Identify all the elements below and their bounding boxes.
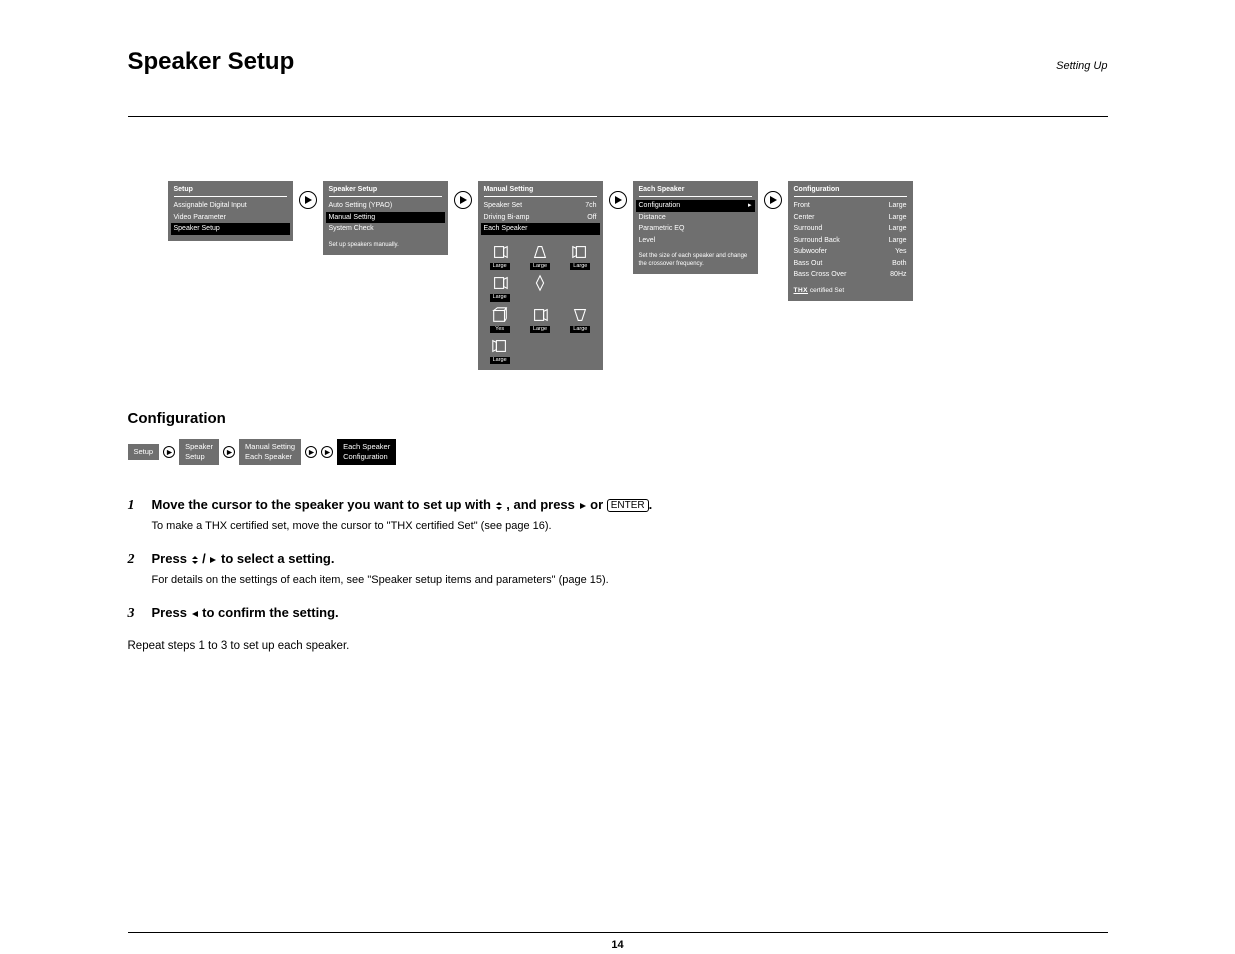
speaker-surround-back-left-icon: Large — [524, 306, 556, 333]
screen-each-speaker: Each Speaker Configuration▸ Distance Par… — [633, 181, 758, 274]
menu-row: Speaker Set7ch — [484, 200, 597, 211]
cursor-up-down-icon — [495, 496, 503, 516]
menu-row: Bass Cross Over80Hz — [794, 269, 907, 280]
section-heading: Configuration — [128, 410, 1108, 427]
breadcrumb-arrow-icon — [163, 446, 175, 458]
speaker-grid: Large Large Large Large Yes Large Large … — [484, 243, 597, 365]
menu-row: FrontLarge — [794, 200, 907, 211]
breadcrumb: Setup Speaker Setup Manual Setting Each … — [128, 439, 1108, 465]
cursor-right-icon — [209, 550, 217, 570]
flow-arrow-icon — [454, 191, 472, 209]
screen-title: Manual Setting — [484, 185, 597, 197]
screen-configuration: Configuration FrontLarge CenterLarge Sur… — [788, 181, 913, 301]
closing-text: Repeat steps 1 to 3 to set up each speak… — [128, 640, 1108, 652]
cursor-left-icon — [191, 604, 199, 624]
screen-footnote: Set the size of each speaker and change … — [639, 252, 752, 268]
step-lead: Move the cursor to the speaker you want … — [152, 495, 1108, 516]
menu-row: Level — [639, 235, 752, 246]
step-note: To make a THX certified set, move the cu… — [152, 518, 1108, 535]
menu-row-selected: Speaker Setup — [171, 223, 290, 234]
menu-row: Video Parameter — [174, 212, 287, 223]
screen-manual-setting: Manual Setting Speaker Set7ch Driving Bi… — [478, 181, 603, 370]
screen-speaker-setup: Speaker Setup Auto Setting (YPAO) Manual… — [323, 181, 448, 255]
step: 1 Move the cursor to the speaker you wan… — [128, 495, 1108, 535]
top-rule — [128, 116, 1108, 117]
step-number: 2 — [128, 549, 152, 589]
screen-title: Speaker Setup — [329, 185, 442, 197]
cursor-right-icon — [579, 496, 587, 516]
breadcrumb-chip: Manual Setting Each Speaker — [239, 439, 301, 465]
page-number: 14 — [128, 939, 1108, 951]
speaker-surround-right-icon — [564, 274, 596, 301]
breadcrumb-arrow-icon — [305, 446, 317, 458]
bottom-rule — [128, 932, 1108, 933]
step-lead: Press / to select a setting. — [152, 549, 1108, 570]
flow-arrow-icon — [764, 191, 782, 209]
screen-title: Each Speaker — [639, 185, 752, 197]
breadcrumb-arrow-icon — [223, 446, 235, 458]
breadcrumb-chip: Setup — [128, 444, 160, 460]
step: 3 Press to confirm the setting. — [128, 603, 1108, 626]
page-subtitle: Setting Up — [1056, 60, 1107, 72]
menu-row-selected: Each Speaker — [481, 223, 600, 234]
menu-row: SurroundLarge — [794, 223, 907, 234]
screen-flow: Setup Assignable Digital Input Video Par… — [168, 181, 1108, 370]
enter-button: ENTER — [607, 499, 649, 512]
flow-arrow-icon — [299, 191, 317, 209]
flow-arrow-icon — [609, 191, 627, 209]
menu-row-selected: Manual Setting — [326, 212, 445, 223]
menu-row: Distance — [639, 212, 752, 223]
speaker-front-left-icon: Large — [484, 243, 516, 270]
speaker-surround-left-icon: Large — [484, 274, 516, 301]
screen-footnote: Set up speakers manually. — [329, 241, 442, 249]
menu-row: CenterLarge — [794, 212, 907, 223]
subwoofer-icon: Yes — [484, 306, 516, 333]
breadcrumb-chip-current: Each Speaker Configuration — [337, 439, 396, 465]
steps-list: 1 Move the cursor to the speaker you wan… — [128, 495, 1108, 627]
step-number: 1 — [128, 495, 152, 535]
step-number: 3 — [128, 603, 152, 626]
speaker-surround-back-right-icon: Large — [484, 337, 516, 364]
screen-title: Configuration — [794, 185, 907, 197]
listener-position-icon — [524, 274, 556, 301]
step: 2 Press / to select a setting. For detai… — [128, 549, 1108, 589]
breadcrumb-chip: Speaker Setup — [179, 439, 219, 465]
cursor-up-down-icon — [191, 550, 199, 570]
menu-row: Surround BackLarge — [794, 235, 907, 246]
speaker-front-right-icon: Large — [564, 243, 596, 270]
thx-note: THX certified Set — [794, 287, 907, 296]
speaker-surround-back-icon: Large — [564, 306, 596, 333]
menu-row: Parametric EQ — [639, 223, 752, 234]
menu-row-selected: Configuration▸ — [636, 200, 755, 211]
page-title: Speaker Setup — [128, 48, 295, 76]
menu-row: Bass OutBoth — [794, 258, 907, 269]
menu-row: Driving Bi-ampOff — [484, 212, 597, 223]
menu-row: Auto Setting (YPAO) — [329, 200, 442, 211]
screen-title: Setup — [174, 185, 287, 197]
speaker-center-icon: Large — [524, 243, 556, 270]
step-lead: Press to confirm the setting. — [152, 603, 1108, 624]
screen-setup: Setup Assignable Digital Input Video Par… — [168, 181, 293, 241]
breadcrumb-arrow-icon — [321, 446, 333, 458]
menu-row: System Check — [329, 223, 442, 234]
menu-row: SubwooferYes — [794, 246, 907, 257]
menu-row: Assignable Digital Input — [174, 200, 287, 211]
step-note: For details on the settings of each item… — [152, 572, 1108, 589]
